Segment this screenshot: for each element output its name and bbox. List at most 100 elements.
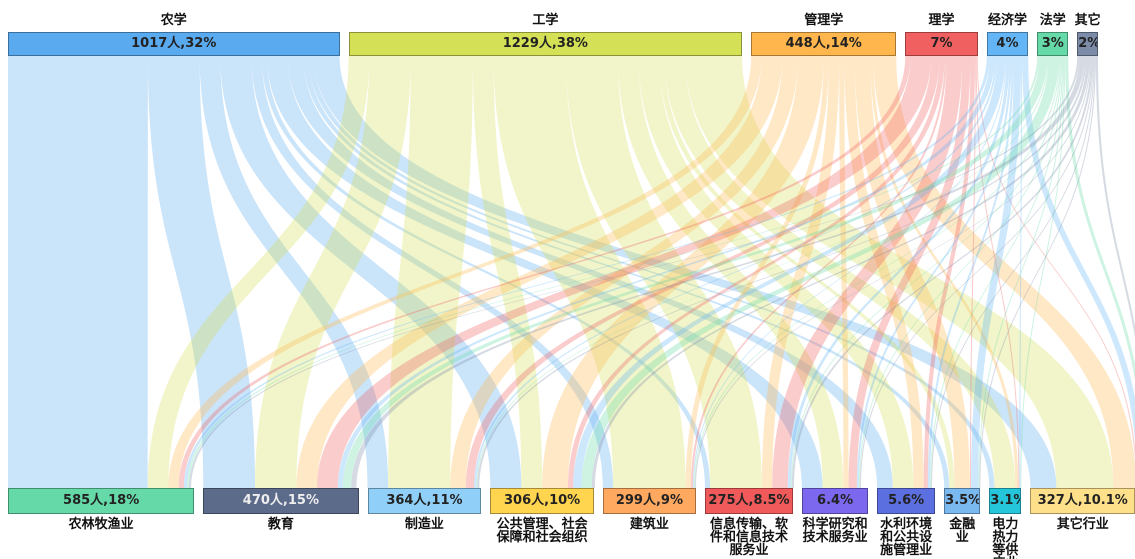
flow (693, 56, 1060, 488)
flow (388, 56, 473, 488)
source-name: 管理学 (804, 13, 844, 28)
flow (351, 56, 1085, 488)
flow (472, 56, 543, 488)
target-node: 306人,10% (490, 488, 594, 514)
source-name: 理学 (928, 13, 955, 28)
flow (187, 56, 1040, 488)
target-node: 299人,9% (602, 488, 696, 514)
target-node: 585人,18% (8, 488, 195, 514)
target-name: 信息传输、软件和信息技术服务业 (709, 517, 788, 558)
target-name: 金融业 (949, 517, 976, 545)
target-node: 5.6% (877, 488, 936, 514)
flow (638, 56, 914, 488)
flow (1019, 56, 1022, 488)
flow (168, 56, 762, 488)
flow (975, 56, 1020, 488)
flow (617, 56, 844, 488)
flow (189, 56, 1080, 488)
source-name: 经济学 (987, 13, 1027, 28)
target-node: 275人,8.5% (705, 488, 793, 514)
source-node: 448人,14% (751, 32, 897, 56)
flow (147, 56, 370, 488)
flow (685, 56, 1114, 488)
flow (317, 56, 932, 488)
target-node: 3.5% (944, 488, 981, 514)
flow (856, 56, 1012, 488)
flow (839, 56, 849, 488)
flow (573, 56, 1006, 488)
flow (659, 56, 955, 488)
target-node: 470人,15% (203, 488, 359, 514)
flow (313, 56, 1057, 488)
flow (178, 56, 911, 488)
flow (474, 56, 998, 488)
flow (873, 56, 1135, 488)
flow (581, 56, 1059, 488)
flow (694, 56, 1091, 488)
flow (664, 56, 1016, 488)
source-node: 1229人,38% (348, 32, 743, 56)
flow (465, 56, 940, 488)
target-name: 电力热力等供应业 (992, 517, 1019, 559)
source-name: 法学 (1039, 13, 1066, 28)
flow (685, 56, 829, 488)
target-node: 364人,11% (367, 488, 482, 514)
flow (493, 56, 686, 488)
flow (844, 56, 924, 488)
flow (267, 56, 823, 488)
flow (251, 56, 614, 488)
target-name: 水利环境和公共设施管理业 (880, 517, 933, 558)
flow (296, 56, 783, 488)
flow (566, 56, 762, 488)
flow (308, 56, 995, 488)
flow (787, 56, 1010, 488)
source-name: 农学 (160, 13, 187, 28)
flow (979, 56, 1096, 488)
flow (858, 56, 1063, 488)
source-node: 3% (1037, 32, 1069, 56)
target-node: 327人,10.1% (1030, 488, 1135, 514)
flow (923, 56, 975, 488)
source-node: 7% (905, 32, 978, 56)
flow (1095, 56, 1135, 338)
flow (978, 56, 1065, 488)
flow (255, 56, 411, 488)
flow (690, 56, 947, 488)
flow (477, 56, 1087, 488)
source-node: 4% (986, 32, 1029, 56)
target-name: 农林牧渔业 (68, 517, 134, 532)
target-name: 科学研究和技术服务业 (802, 517, 868, 545)
flow (261, 56, 711, 488)
flow (183, 56, 990, 488)
source-name: 工学 (532, 13, 559, 28)
target-name: 教育 (267, 517, 294, 532)
target-name: 制造业 (404, 517, 444, 532)
flow (790, 56, 1062, 488)
flow (542, 56, 824, 488)
flow (931, 56, 1095, 488)
flow (761, 56, 840, 488)
flow (591, 56, 1090, 488)
source-node: 2% (1077, 32, 1098, 56)
flow (303, 56, 950, 488)
flow (1020, 56, 1066, 488)
source-name: 其它 (1074, 13, 1101, 28)
flow (970, 56, 976, 488)
flow (848, 56, 971, 488)
flow (791, 56, 1093, 488)
flow (567, 56, 945, 488)
flow (692, 56, 1007, 488)
flow (199, 56, 389, 488)
flow (859, 56, 1094, 488)
target-name: 公共管理、社会保障和社会组织 (496, 517, 588, 545)
flow (220, 56, 522, 488)
flow (343, 56, 1048, 488)
flow (476, 56, 1049, 488)
source-node: 1017人,32% (8, 32, 340, 56)
target-name: 建筑业 (629, 517, 669, 532)
flow (927, 56, 1014, 488)
flow (147, 56, 256, 488)
flow (854, 56, 971, 488)
